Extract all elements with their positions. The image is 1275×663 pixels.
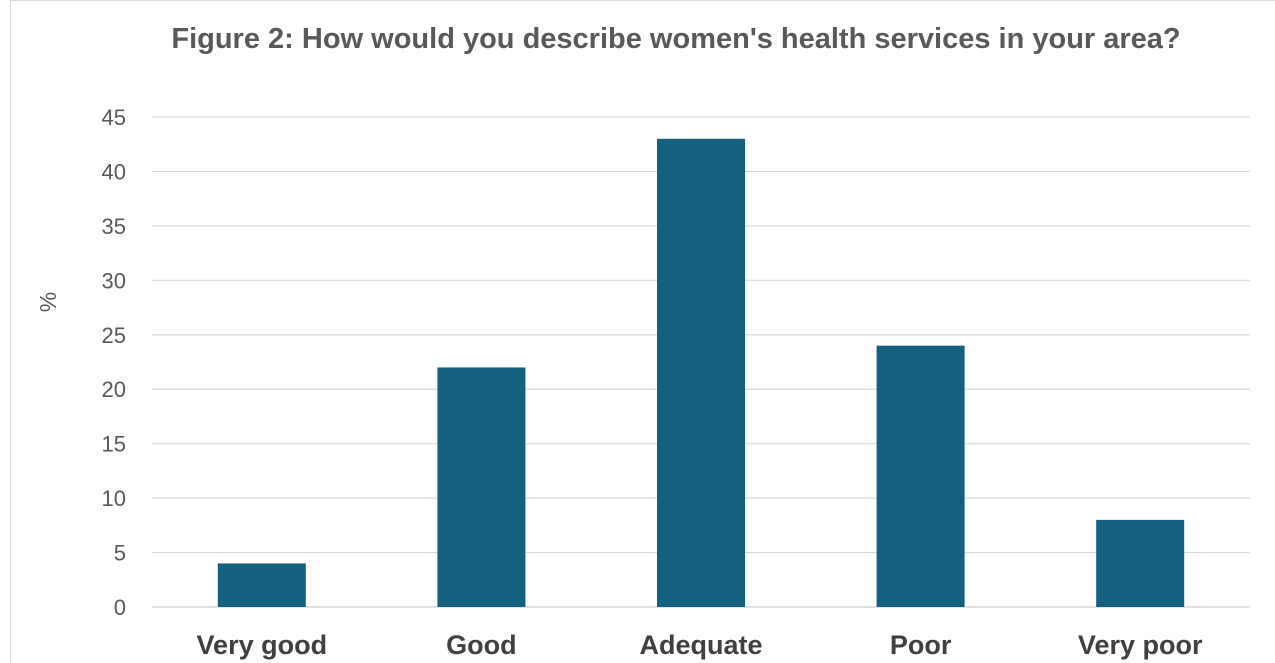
y-tick-label: 20 bbox=[102, 377, 126, 402]
x-tick-label: Very poor bbox=[1078, 630, 1203, 660]
y-tick-label: 0 bbox=[114, 595, 126, 620]
chart-title: Figure 2: How would you describe women's… bbox=[171, 23, 1181, 55]
bar-adequate bbox=[657, 138, 745, 607]
y-tick-label: 25 bbox=[102, 323, 126, 348]
y-tick-label: 15 bbox=[102, 432, 126, 457]
bar-poor bbox=[876, 345, 965, 607]
y-tick-label: 35 bbox=[102, 214, 126, 239]
y-axis-label: % bbox=[35, 292, 61, 312]
x-tick-label: Poor bbox=[890, 630, 952, 660]
y-tick-label: 5 bbox=[114, 541, 126, 566]
bar-very-poor bbox=[1096, 519, 1185, 607]
bar-very-good bbox=[217, 563, 306, 607]
y-axis-ticks: 0 5 10 15 20 25 30 35 40 45 bbox=[102, 105, 126, 620]
y-tick-label: 45 bbox=[102, 105, 126, 130]
y-tick-label: 30 bbox=[102, 268, 126, 293]
x-axis-ticks: Very good Good Adequate Poor Very poor bbox=[197, 630, 1203, 660]
y-tick-label: 40 bbox=[102, 159, 126, 184]
x-tick-label: Good bbox=[446, 630, 516, 660]
x-tick-label: Very good bbox=[197, 630, 328, 660]
bar-good bbox=[437, 367, 526, 607]
x-tick-label: Adequate bbox=[639, 630, 762, 660]
bars bbox=[217, 138, 1185, 607]
y-tick-label: 10 bbox=[102, 486, 126, 511]
